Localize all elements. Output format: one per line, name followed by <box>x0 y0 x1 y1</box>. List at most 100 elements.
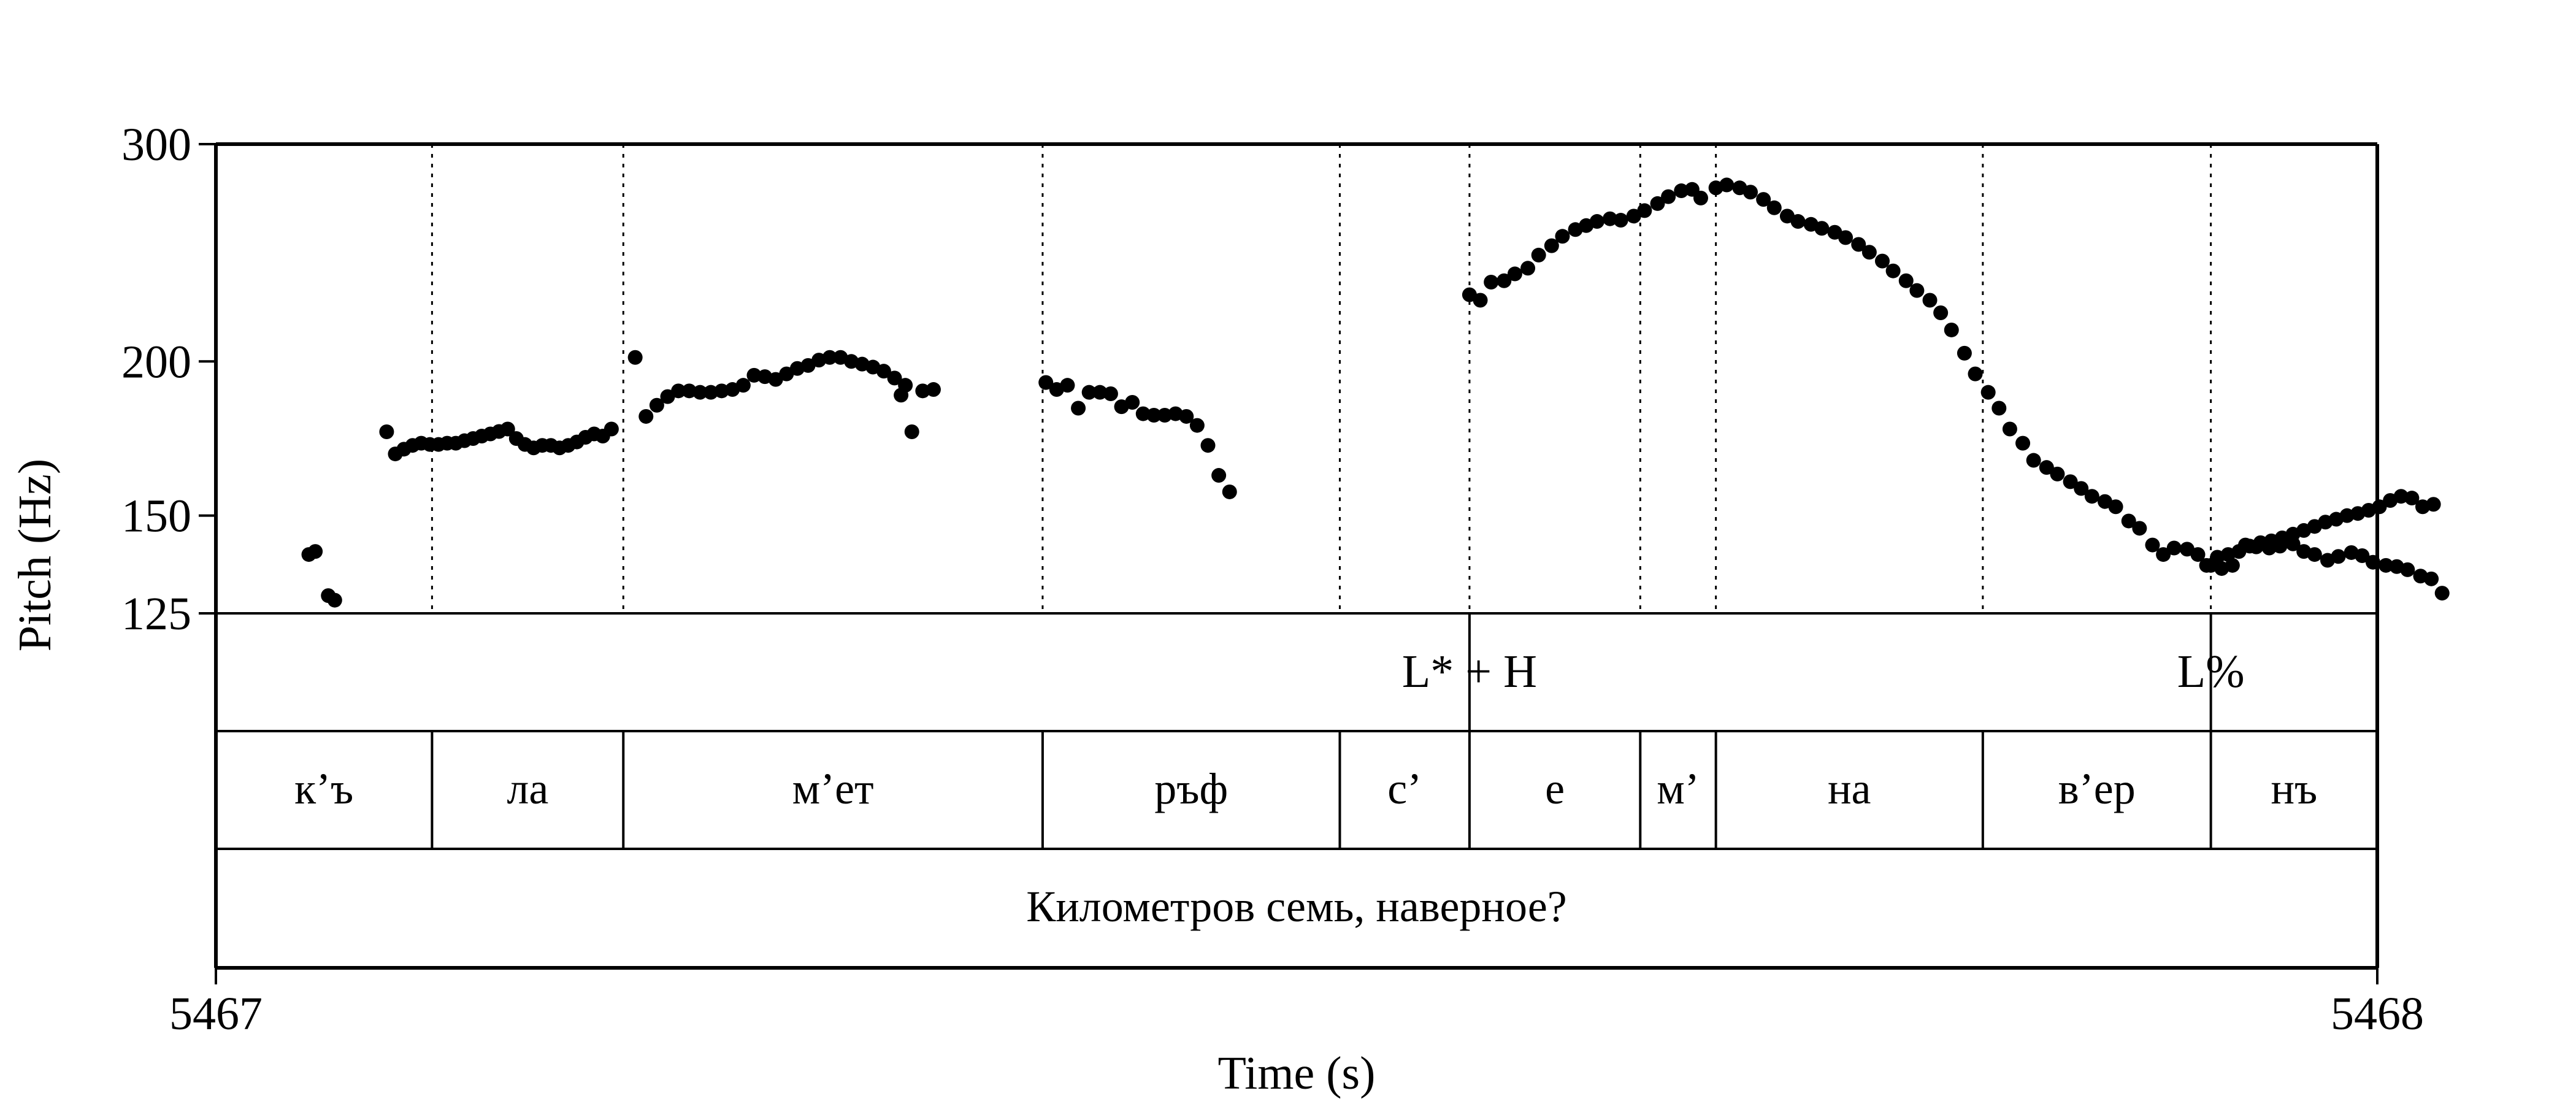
pitch-point <box>1602 211 1617 226</box>
pitch-point <box>2331 549 2346 564</box>
pitch-point <box>1922 293 1938 308</box>
pitch-point <box>1484 274 1499 289</box>
pitch-point <box>904 424 919 439</box>
pitch-point <box>1898 273 1914 288</box>
pitch-point <box>2355 548 2370 563</box>
pitch-point <box>2084 489 2099 504</box>
syllable-label-9: нъ <box>2271 764 2317 813</box>
pitch-point <box>2074 481 2089 496</box>
pitch-point <box>2434 586 2450 601</box>
syllable-tier: к’ъ ла м’ет ръф с’ е м’ на в’ер нъ <box>294 764 2317 813</box>
pitch-point <box>2166 540 2182 556</box>
pitch-point <box>327 592 342 608</box>
pitch-point <box>1650 196 1665 211</box>
sentence-label: Километров семь, наверное? <box>1026 882 1567 931</box>
pitch-point <box>1909 283 1925 298</box>
pitch-point <box>1146 408 1162 423</box>
pitch-point <box>1851 237 1866 252</box>
pitch-point <box>2426 497 2441 512</box>
pitch-point <box>1743 185 1758 200</box>
pitch-point <box>1838 230 1853 245</box>
pitch-point <box>1092 385 1108 400</box>
pitch-point <box>1790 214 1806 229</box>
pitch-point <box>1531 247 1546 263</box>
y-tick-label-200: 200 <box>121 336 191 388</box>
pitch-point <box>1200 438 1216 453</box>
pitch-point <box>1589 214 1604 229</box>
pitch-point <box>1544 238 1559 253</box>
pitch-point <box>887 370 902 386</box>
pitch-point <box>1980 385 1996 400</box>
tone-markers <box>1468 613 2212 731</box>
pitch-point <box>2121 513 2136 529</box>
y-axis-title: Pitch (Hz) <box>9 459 61 651</box>
y-tick-label-300: 300 <box>121 119 191 171</box>
pitch-point <box>1060 378 1075 393</box>
pitch-point <box>1719 177 1735 193</box>
syllable-label-1: ла <box>507 764 548 813</box>
pitch-point <box>1766 200 1782 215</box>
x-tick-label-end: 5468 <box>2331 988 2424 1040</box>
pitch-point <box>2379 558 2394 573</box>
syllable-label-2: м’ет <box>792 764 874 813</box>
pitch-point <box>1081 385 1097 400</box>
x-axis-title: Time (s) <box>1218 1048 1376 1099</box>
pitch-point <box>1103 386 1118 401</box>
pitch-point <box>1038 375 1054 390</box>
pitch-point <box>2400 562 2415 577</box>
pitch-point <box>604 421 619 437</box>
pitch-point <box>1125 395 1140 410</box>
syllable-label-7: на <box>1828 764 1871 813</box>
y-tick-label-125: 125 <box>121 588 191 640</box>
pitch-point <box>692 385 708 400</box>
pitch-point <box>1861 245 1877 260</box>
pitch-point <box>1693 190 1708 205</box>
pitch-point <box>2026 453 2041 468</box>
pitch-point <box>1135 406 1151 421</box>
pitch-point <box>1637 203 1652 218</box>
pitch-point <box>2145 537 2160 553</box>
pitch-point <box>1211 468 1227 483</box>
pitch-point <box>2365 554 2380 570</box>
pitch-point <box>2393 489 2409 504</box>
pitch-point <box>876 364 891 379</box>
pitch-point <box>2307 547 2322 562</box>
pitch-point <box>894 388 909 403</box>
pitch-point <box>2156 547 2171 562</box>
pitch-point <box>671 383 686 399</box>
pitch-point <box>2039 460 2054 475</box>
pitch-point <box>308 544 323 559</box>
pitch-point <box>915 383 930 399</box>
pitch-point <box>2050 466 2065 481</box>
pitch-point <box>2404 491 2420 506</box>
syllable-label-4: с’ <box>1387 764 1422 813</box>
pitch-point <box>2002 421 2017 437</box>
pitch-point <box>1661 189 1676 204</box>
pitch-point <box>1933 305 1949 320</box>
pitch-point <box>703 385 718 400</box>
pitch-point <box>2108 499 2123 515</box>
pitch-point <box>2372 499 2387 515</box>
pitch-point <box>1157 408 1173 423</box>
pitch-point <box>1968 366 1983 381</box>
pitch-point <box>1875 253 1890 269</box>
pitch-point <box>627 350 643 365</box>
x-tick-label-start: 5467 <box>169 988 263 1040</box>
pitch-point <box>1613 213 1628 228</box>
pitch-point <box>1957 345 1972 361</box>
dotted-boundaries <box>431 144 2212 613</box>
y-tick-label-150: 150 <box>121 491 191 542</box>
pitch-point <box>500 421 515 437</box>
pitch-points <box>301 177 2450 608</box>
syllable-label-6: м’ <box>1657 764 1700 813</box>
pitch-point <box>1885 263 1901 278</box>
pitch-point <box>1497 273 1512 288</box>
pitch-point <box>1071 401 1086 416</box>
pitch-point <box>822 350 837 365</box>
tone-tier: L* + H L% <box>1402 646 2245 697</box>
pitch-point <box>1944 322 1959 337</box>
syllable-label-8: в’ер <box>2058 764 2136 813</box>
pitch-point <box>1473 293 1488 308</box>
pitch-point <box>735 378 751 393</box>
